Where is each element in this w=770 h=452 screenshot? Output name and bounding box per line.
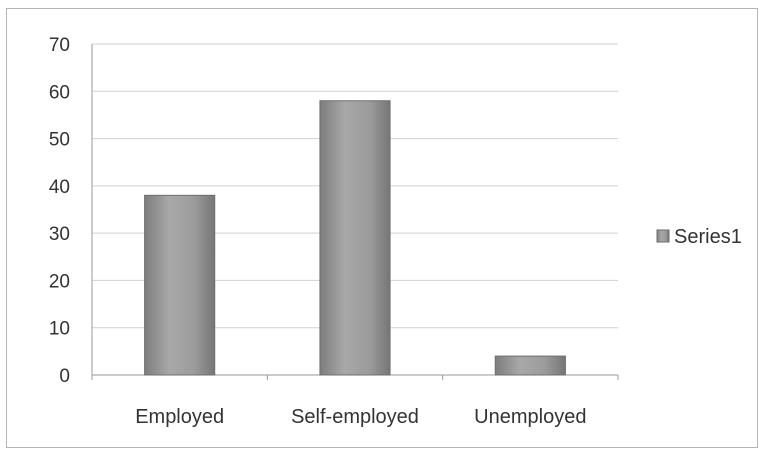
legend: Series1 bbox=[656, 226, 742, 248]
y-tick-label: 30 bbox=[49, 224, 70, 245]
y-tick-label: 60 bbox=[49, 82, 70, 103]
bar-employed bbox=[144, 194, 216, 376]
bar-unemployed bbox=[494, 355, 566, 376]
labels: 0 10 20 30 40 50 60 70 Employed Self-employed Unem… bbox=[49, 35, 587, 428]
y-tick-label: 10 bbox=[49, 319, 70, 340]
y-tick-label: 0 bbox=[59, 366, 70, 387]
bar-self-employed bbox=[319, 100, 391, 376]
y-tick-label: 40 bbox=[49, 177, 70, 198]
legend-swatch bbox=[656, 229, 670, 243]
x-category-label: Self-employed bbox=[291, 406, 419, 428]
y-tick-label: 50 bbox=[49, 130, 70, 151]
x-category-label: Employed bbox=[135, 406, 224, 428]
bars bbox=[144, 100, 566, 376]
legend-label: Series1 bbox=[674, 226, 742, 248]
y-tick-label: 70 bbox=[49, 35, 70, 56]
x-category-label: Unemployed bbox=[474, 406, 586, 428]
y-tick-label: 20 bbox=[49, 271, 70, 292]
